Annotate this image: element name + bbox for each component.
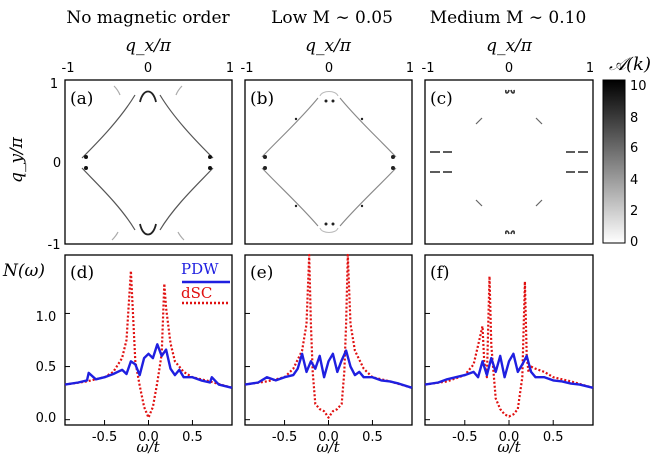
colorbar-label: 𝒜(k) xyxy=(609,54,651,75)
top-tick: 0 xyxy=(505,61,513,76)
column-title-3: Medium M ∼ 0.10 xyxy=(430,8,587,28)
panel-label-b: (b) xyxy=(250,89,274,109)
panel-a-hotspots xyxy=(84,155,212,170)
colorbar-tick: 8 xyxy=(630,111,638,126)
panel-label-d: (d) xyxy=(70,263,94,283)
bottom-x-tick-label: 0.5 xyxy=(362,430,383,445)
top-tick: 1 xyxy=(406,61,414,76)
legend-label-pdw: PDW xyxy=(181,260,219,278)
panel-b-frame xyxy=(244,79,413,245)
bottom-x-tick-label: 0.5 xyxy=(182,430,203,445)
bottom-x-tick-label: 0.5 xyxy=(543,430,564,445)
bottom-x-tick-label: -0.5 xyxy=(92,430,117,445)
y-tick: -1 xyxy=(48,238,61,253)
top-axis-label-1: q_x/π xyxy=(125,36,172,56)
bottom-x-tick-label: 0.0 xyxy=(318,430,339,445)
series-line-pdw-f xyxy=(424,352,594,389)
top-axis-label-2: q_x/π xyxy=(305,36,352,56)
series-line-dsc-e xyxy=(244,253,413,419)
colorbar xyxy=(602,79,626,244)
bottom-x-tick-label: 0.0 xyxy=(499,430,520,445)
bottom-x-tick-label: -0.5 xyxy=(272,430,297,445)
bottom-x-axis-label-2: ω/t xyxy=(316,438,340,456)
series-line-dsc-f xyxy=(424,275,594,418)
y-axis-label: q_y/π xyxy=(7,136,27,183)
top-axis-label-3: q_x/π xyxy=(486,36,533,56)
bottom-y-axis-label: N(ω) xyxy=(2,261,45,281)
bottom-y-tick: 0.5 xyxy=(36,360,57,375)
bottom-x-tick-label: -0.5 xyxy=(452,430,477,445)
panel-b-spectral-map xyxy=(261,90,397,234)
panel-c-frame xyxy=(424,79,594,245)
y-tick: 0 xyxy=(53,156,61,171)
colorbar-tick: 0 xyxy=(630,235,638,250)
series-line-pdw-e xyxy=(244,349,413,389)
bottom-x-axis-label-3: ω/t xyxy=(497,438,521,456)
top-tick: 0 xyxy=(144,61,152,76)
colorbar-tick: 2 xyxy=(630,204,638,219)
panel-label-c: (c) xyxy=(430,89,453,109)
panel-a-frame xyxy=(64,79,233,245)
panel-c-spectral-map xyxy=(430,89,588,235)
y-tick: 1 xyxy=(50,77,58,92)
series-line-dsc-d xyxy=(64,269,233,419)
panel-f-frame xyxy=(424,254,594,426)
panel-label-e: (e) xyxy=(250,263,273,283)
panel-e-frame xyxy=(244,254,413,426)
top-tick: 0 xyxy=(325,61,333,76)
top-tick: -1 xyxy=(62,61,75,76)
panel-label-a: (a) xyxy=(70,89,93,109)
panel-a-spectral-map xyxy=(81,85,214,241)
panel-b-hotspots xyxy=(263,99,395,226)
bottom-x-axis-label-1: ω/t xyxy=(136,438,160,456)
column-title-1: No magnetic order xyxy=(66,8,230,28)
bottom-y-tick: 1.0 xyxy=(36,310,57,325)
colorbar-tick: 4 xyxy=(630,173,638,188)
top-tick: 1 xyxy=(586,61,594,76)
top-tick: 1 xyxy=(226,61,234,76)
top-tick: -1 xyxy=(422,61,435,76)
legend: PDW dSC xyxy=(181,260,230,305)
column-title-2: Low M ∼ 0.05 xyxy=(271,8,393,28)
bottom-x-tick-label: 0.0 xyxy=(138,430,159,445)
bottom-y-tick: 0.0 xyxy=(36,411,57,426)
series-line-pdw-d xyxy=(64,343,233,389)
panel-label-f: (f) xyxy=(430,263,450,283)
colorbar-tick: 10 xyxy=(630,79,647,94)
colorbar-tick: 6 xyxy=(630,141,638,156)
panel-d-frame xyxy=(64,254,233,426)
legend-label-dsc: dSC xyxy=(181,284,212,302)
top-tick: -1 xyxy=(241,61,254,76)
